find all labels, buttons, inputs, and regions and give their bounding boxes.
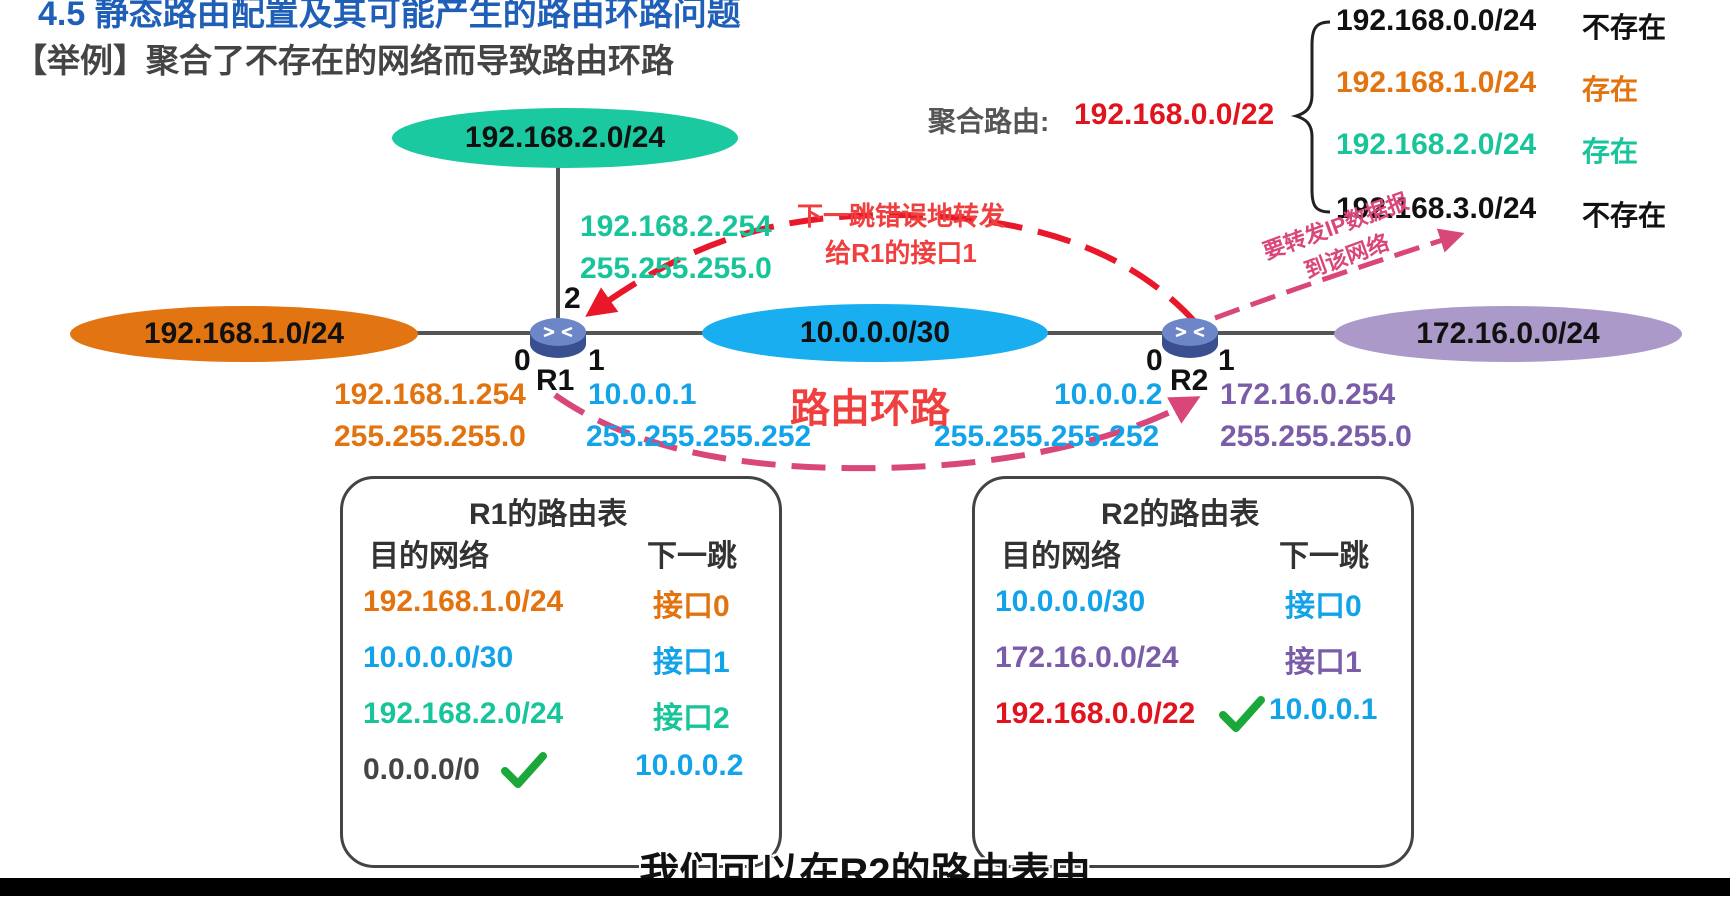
aggregate-item-status: 存在 (1582, 74, 1639, 105)
aggregate-item-net: 192.168.0.0/24 (1336, 4, 1537, 37)
loop-arrow (553, 392, 1201, 472)
aggregate-label: 聚合路由: (928, 106, 1050, 137)
aggregate-brace (1290, 20, 1331, 214)
r1-port1-label: 1 (588, 344, 605, 377)
table-row-dest: 192.168.2.0/24 (363, 697, 564, 730)
r1-col-next: 下一跳 (647, 540, 737, 573)
r2-if1-mask: 255.255.255.0 (1220, 420, 1412, 453)
network-top-label: 192.168.2.0/24 (464, 121, 666, 154)
r1-if2-mask: 255.255.255.0 (580, 252, 772, 285)
network-right-ellipse: 172.16.0.0/24 (1334, 306, 1682, 362)
table-row-dest: 10.0.0.0/30 (363, 641, 514, 674)
loop-label: 路由环路 (790, 387, 950, 431)
r1-if1-ip: 10.0.0.1 (588, 378, 697, 411)
network-left-ellipse: 192.168.1.0/24 (70, 306, 418, 362)
table-row-next: 接口2 (653, 702, 730, 735)
table-row-next: 10.0.0.1 (1269, 693, 1378, 726)
r1-table-title: R1的路由表 (469, 498, 628, 531)
aggregate-value: 192.168.0.0/22 (1074, 98, 1275, 131)
table-row-dest: 0.0.0.0/0 (363, 753, 480, 786)
r2-routing-table: R2的路由表 目的网络 下一跳 10.0.0.0/30 接口0 172.16.0… (972, 476, 1414, 868)
table-row-next: 接口0 (1285, 590, 1362, 623)
table-row-next: 10.0.0.2 (635, 749, 744, 782)
r2-if0-mask: 255.255.255.252 (934, 420, 1160, 453)
page-title: 4.5 静态路由配置及其可能产生的路由环路问题 (38, 0, 741, 33)
table-row-next: 接口1 (653, 646, 730, 679)
network-left-label: 192.168.1.0/24 (143, 317, 345, 350)
network-middle-ellipse: 10.0.0.0/30 (702, 304, 1048, 362)
table-row-dest: 172.16.0.0/24 (995, 641, 1179, 674)
network-top-ellipse: 192.168.2.0/24 (392, 108, 738, 168)
r1-routing-table: R1的路由表 目的网络 下一跳 192.168.1.0/24 接口0 10.0.… (340, 476, 782, 868)
r2-table-title: R2的路由表 (1101, 498, 1260, 531)
wrong-hop-note: 下一跳错误地转发 给R1的接口1 (786, 196, 1016, 270)
router-r1-icon (530, 318, 586, 358)
r2-port1-label: 1 (1218, 344, 1235, 377)
router-r2-name: R2 (1170, 364, 1209, 397)
table-row-next: 接口0 (653, 590, 730, 623)
r2-col-next: 下一跳 (1279, 540, 1369, 573)
r1-if2-ip: 192.168.2.254 (580, 210, 772, 243)
aggregate-item-net: 192.168.2.0/24 (1336, 128, 1537, 161)
r2-if0-ip: 10.0.0.2 (1054, 378, 1163, 411)
r1-if1-mask: 255.255.255.252 (586, 420, 812, 453)
r2-if1-ip: 172.16.0.254 (1220, 378, 1396, 411)
aggregate-item-net: 192.168.3.0/24 (1336, 192, 1537, 225)
r2-port0-label: 0 (1146, 344, 1163, 377)
r1-if0-ip: 192.168.1.254 (334, 378, 526, 411)
aggregate-item-status: 不存在 (1582, 200, 1667, 231)
r1-if0-mask: 255.255.255.0 (334, 420, 526, 453)
aggregate-item-status: 存在 (1582, 136, 1639, 167)
check-icon (1219, 696, 1265, 732)
check-icon (501, 752, 547, 788)
wrong-hop-line2: 给R1的接口1 (825, 238, 977, 268)
router-r1-name: R1 (536, 364, 575, 397)
example-subtitle: 【举例】聚合了不存在的网络而导致路由环路 (14, 42, 674, 79)
r1-port0-label: 0 (514, 344, 531, 377)
bottom-bar (0, 878, 1730, 896)
table-row-dest: 10.0.0.0/30 (995, 585, 1146, 618)
r1-col-dest: 目的网络 (369, 540, 489, 573)
table-row-dest: 192.168.1.0/24 (363, 585, 564, 618)
table-row-dest: 192.168.0.0/22 (995, 697, 1196, 730)
r2-col-dest: 目的网络 (1001, 540, 1121, 573)
table-row-next: 接口1 (1285, 646, 1362, 679)
network-middle-label: 10.0.0.0/30 (799, 316, 951, 349)
r1-port2-label: 2 (564, 282, 581, 315)
aggregate-item-status: 不存在 (1582, 12, 1667, 43)
forward-arrow (1214, 228, 1465, 321)
wrong-hop-arrow (585, 211, 1198, 325)
aggregate-item-net: 192.168.1.0/24 (1336, 66, 1537, 99)
wrong-hop-line1: 下一跳错误地转发 (796, 201, 1005, 231)
network-right-label: 172.16.0.0/24 (1416, 317, 1600, 350)
router-r2-icon (1162, 318, 1218, 358)
